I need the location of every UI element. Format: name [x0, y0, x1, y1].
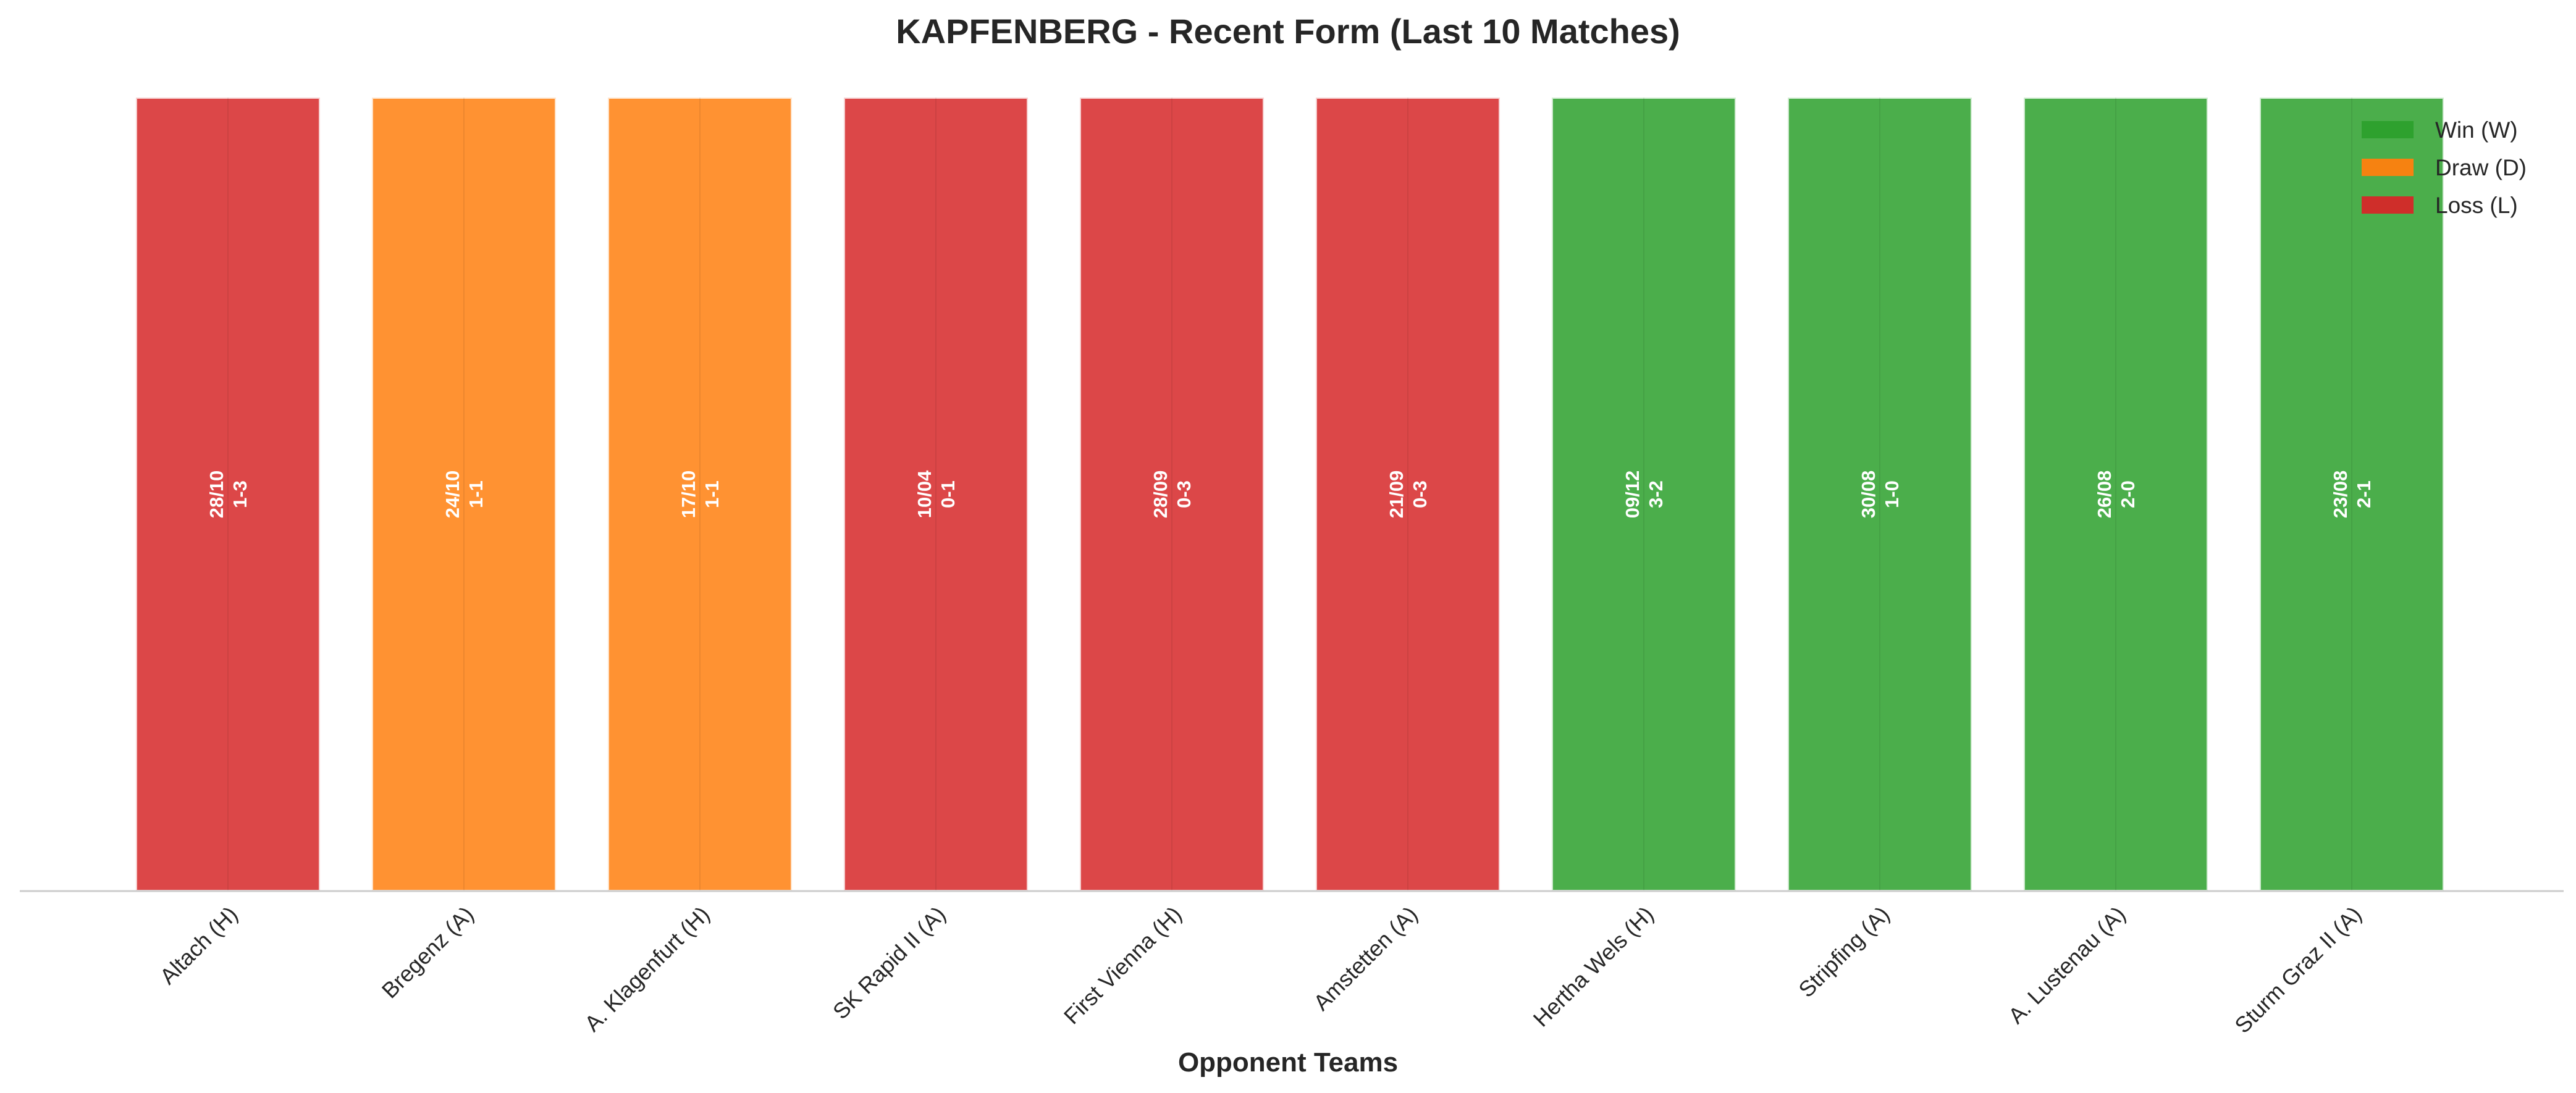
- bar-label: 24/101-1: [442, 471, 487, 519]
- bar-label-score: 1-3: [229, 480, 251, 508]
- legend-swatch: [2362, 196, 2414, 214]
- bar-label-date: 17/10: [678, 471, 699, 519]
- x-tick-label: Altach (H): [155, 902, 243, 989]
- bar-label-score: 1-1: [701, 480, 723, 508]
- bar-label: 10/040-1: [914, 470, 959, 518]
- bar: [2258, 96, 2445, 892]
- x-tick-label: Bregenz (A): [377, 902, 479, 1003]
- bar: [607, 96, 793, 892]
- bar-label: 17/101-1: [678, 471, 723, 519]
- legend-swatch: [2362, 159, 2414, 176]
- bar-label-date: 30/08: [1858, 471, 1879, 519]
- bar-label-date: 26/08: [2094, 471, 2115, 519]
- bar: [843, 96, 1029, 892]
- bar-label-score: 3-2: [1645, 480, 1667, 508]
- bar-label-date: 28/09: [1150, 471, 1171, 519]
- bar: [135, 96, 321, 892]
- bar: [1079, 96, 1265, 892]
- bar-label-date: 21/09: [1386, 471, 1407, 519]
- bar: [371, 96, 557, 892]
- bar-label-score: 1-0: [1881, 480, 1903, 508]
- legend-swatch: [2362, 121, 2414, 138]
- bar-label-date: 23/08: [2330, 471, 2351, 519]
- legend-label: Win (W): [2435, 117, 2518, 143]
- bar-label: 23/082-1: [2330, 471, 2375, 519]
- x-tick-labels: Altach (H) Bregenz (A) A. Klagenfurt (H) SK…: [155, 902, 2367, 1038]
- bar: [1315, 96, 1501, 892]
- x-axis-label: Opponent Teams: [1178, 1047, 1398, 1078]
- bar-label: 26/082-0: [2094, 471, 2139, 519]
- x-tick-label: First Vienna (H): [1059, 902, 1187, 1029]
- bar-label: 21/090-3: [1386, 471, 1431, 519]
- bar-label-score: 0-3: [1409, 480, 1431, 508]
- x-tick-label: Hertha Wels (H): [1528, 902, 1659, 1032]
- chart-title: KAPFENBERG - Recent Form (Last 10 Matche…: [896, 12, 1680, 51]
- bar-label-date: 09/12: [1622, 471, 1643, 519]
- legend-label: Draw (D): [2435, 155, 2527, 180]
- bar: [1551, 96, 1737, 892]
- x-tick-label: A. Klagenfurt (H): [579, 902, 715, 1037]
- x-tick-label: A. Lustenau (A): [2003, 902, 2131, 1029]
- bar-label-score: 0-1: [937, 480, 959, 508]
- bar-label-score: 1-1: [465, 480, 487, 508]
- x-tick-label: Stripfing (A): [1793, 902, 1894, 1002]
- bar-label-score: 0-3: [1173, 480, 1195, 508]
- bar-label: 28/090-3: [1150, 471, 1195, 519]
- bar-label: 30/081-0: [1858, 471, 1903, 519]
- x-tick-label: Amstetten (A): [1308, 902, 1423, 1016]
- legend: Win (W) Draw (D) Loss (L): [2362, 117, 2527, 218]
- bars-layer: 28/101-3 24/101-1 17/101-1 10/040-1 28/090-3…: [135, 96, 2445, 892]
- bar-label-score: 2-0: [2117, 480, 2139, 508]
- x-tick-label: SK Rapid II (A): [828, 902, 951, 1024]
- bar-label-date: 28/10: [206, 471, 227, 519]
- bar-label: 28/101-3: [206, 471, 251, 519]
- legend-label: Loss (L): [2435, 193, 2518, 218]
- bar-label-date: 10/04: [914, 470, 935, 518]
- bar-label-score: 2-1: [2353, 480, 2375, 508]
- bar-label-date: 24/10: [442, 471, 463, 519]
- bar-label: 09/123-2: [1622, 471, 1667, 519]
- x-tick-label: Sturm Graz II (A): [2229, 902, 2366, 1038]
